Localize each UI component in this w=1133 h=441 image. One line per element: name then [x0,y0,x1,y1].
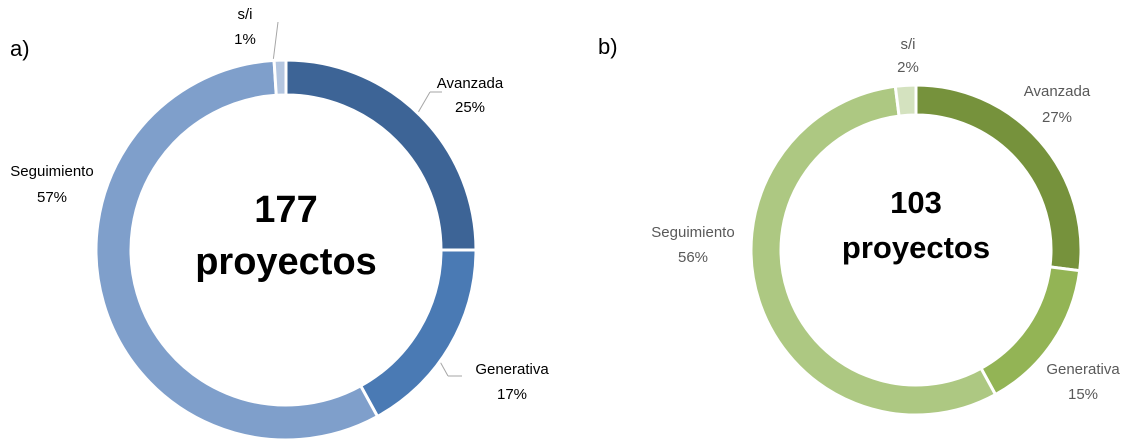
donut-slice [358,248,478,419]
donut-slice [749,84,998,417]
center-total: 103 [890,185,942,220]
slice-label: Seguimiento [10,163,93,180]
slice-label: Seguimiento [651,224,734,241]
slice-value-label: 1% [234,31,256,48]
donut-slice [94,58,380,441]
center-label: proyectos [195,241,377,283]
leader-line [272,21,279,63]
slice-label: s/i [238,6,253,23]
donut-slice [272,58,288,97]
slice-label: s/i [901,36,916,53]
donut-slice [893,83,918,118]
slice-value-label: 56% [678,249,708,266]
slice-value-label: 27% [1042,109,1072,126]
slice-value-label: 2% [897,59,919,76]
slice-label: Generativa [1046,361,1120,378]
slice-label: Generativa [475,361,549,378]
slice-label: Avanzada [1024,83,1091,100]
slice-label: Avanzada [437,75,504,92]
slice-value-label: 15% [1068,386,1098,403]
panel-label: a) [10,36,30,61]
center-total: 177 [254,189,317,231]
panel-label: b) [598,34,618,59]
slice-value-label: 17% [497,386,527,403]
center-label: proyectos [842,230,990,265]
slice-value-label: 57% [37,189,67,206]
slice-value-label: 25% [455,99,485,116]
